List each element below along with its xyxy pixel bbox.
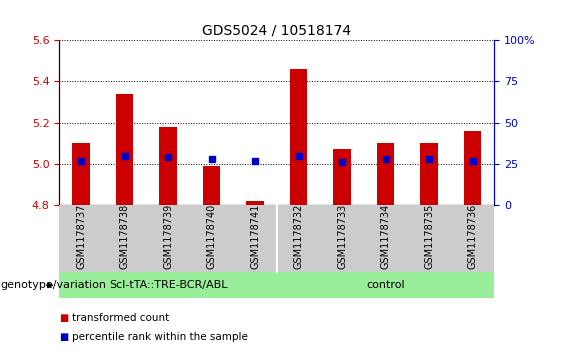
Text: GSM1178734: GSM1178734 [381, 203, 390, 269]
Bar [116, 94, 133, 205]
Text: genotype/variation: genotype/variation [1, 280, 107, 290]
Text: GSM1178739: GSM1178739 [163, 203, 173, 269]
Bar [420, 143, 438, 205]
Bar [159, 127, 177, 205]
Bar [246, 201, 264, 205]
Bar [72, 143, 90, 205]
Bar [464, 131, 481, 205]
Text: GSM1178732: GSM1178732 [294, 203, 303, 269]
Text: GSM1178735: GSM1178735 [424, 203, 434, 269]
Text: GSM1178741: GSM1178741 [250, 203, 260, 269]
Text: transformed count: transformed count [72, 313, 169, 323]
Bar [203, 166, 220, 205]
Title: GDS5024 / 10518174: GDS5024 / 10518174 [202, 23, 351, 37]
Text: GSM1178733: GSM1178733 [337, 203, 347, 269]
Text: GSM1178740: GSM1178740 [207, 203, 216, 269]
Text: Scl-tTA::TRE-BCR/ABL: Scl-tTA::TRE-BCR/ABL [109, 280, 227, 290]
Text: ■: ■ [59, 331, 68, 342]
Text: GSM1178736: GSM1178736 [468, 203, 477, 269]
Bar [377, 143, 394, 205]
Text: GSM1178738: GSM1178738 [120, 203, 129, 269]
Bar [290, 69, 307, 205]
Text: GSM1178737: GSM1178737 [76, 203, 86, 269]
Text: percentile rank within the sample: percentile rank within the sample [72, 331, 247, 342]
Text: ■: ■ [59, 313, 68, 323]
Bar [333, 149, 351, 205]
Text: control: control [366, 280, 405, 290]
